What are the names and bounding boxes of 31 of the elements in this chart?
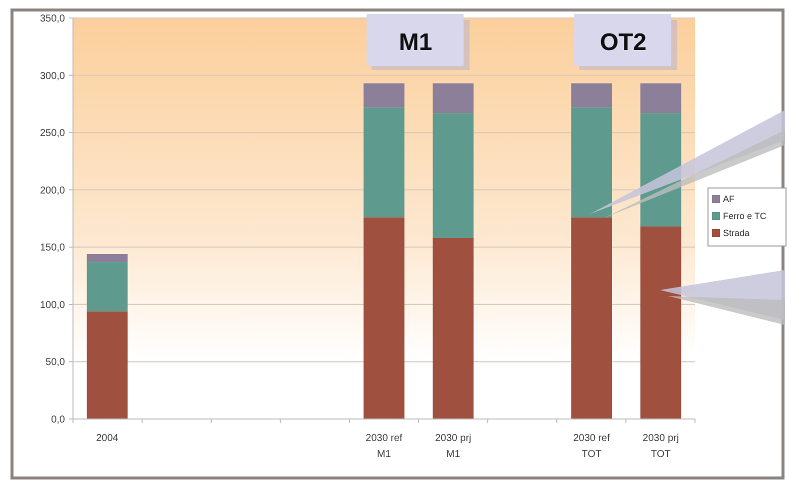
y-tick-label: 300,0 <box>40 70 66 82</box>
bar <box>432 83 474 114</box>
bar <box>571 83 612 108</box>
bar <box>364 83 404 108</box>
y-tick-label: 0,0 <box>51 414 66 426</box>
bar <box>432 238 474 419</box>
bar <box>86 254 128 262</box>
bar <box>640 83 682 114</box>
bar <box>571 217 612 419</box>
bar <box>86 311 128 419</box>
bar <box>364 217 404 419</box>
x-tick-label: 2030 ref TOT <box>573 433 610 460</box>
legend-label: Strada <box>723 228 750 238</box>
x-tick-label: 2030 prj TOT <box>642 433 679 460</box>
y-tick-label: 150,0 <box>40 242 66 254</box>
annotation: OT2 <box>600 29 646 56</box>
legend-label: Ferro e TC <box>723 211 767 222</box>
y-tick-label: 250,0 <box>40 128 66 140</box>
x-tick-label: 2030 prj M1 <box>435 433 472 460</box>
x-tick-label: 2004 <box>96 433 119 444</box>
bar <box>432 113 474 238</box>
bar <box>571 107 612 218</box>
y-tick-label: 200,0 <box>40 185 66 196</box>
y-tick-label: 50,0 <box>46 357 66 368</box>
bar <box>364 107 404 218</box>
legend-label: AF <box>723 194 736 204</box>
x-tick-label: 2030 ref M1 <box>366 433 403 460</box>
y-tick-label: 350,0 <box>40 14 66 24</box>
bar <box>86 262 128 312</box>
annotation: M1 <box>398 29 432 56</box>
y-tick-label: 100,0 <box>40 300 66 311</box>
